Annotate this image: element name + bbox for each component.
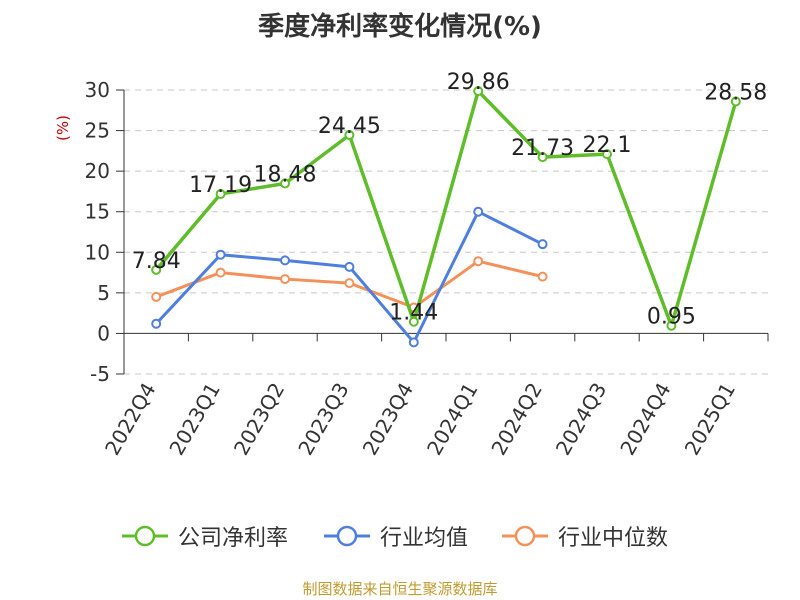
y-tick-label-0: -5: [90, 362, 110, 386]
x-tick-label-2: 2023Q2: [229, 379, 289, 460]
data-point-s2-6[interactable]: [537, 271, 548, 282]
legend-label-median: 行业中位数: [558, 526, 669, 551]
data-point-s2-3[interactable]: [344, 278, 355, 289]
x-tick-label-9: 2025Q1: [680, 379, 740, 460]
data-point-s1-4[interactable]: [408, 337, 419, 348]
data-point-s1-6[interactable]: [537, 239, 548, 250]
data-point-s0-0[interactable]: [151, 264, 162, 275]
x-tick-label-3: 2023Q3: [293, 379, 353, 460]
grid-layer: [124, 89, 768, 375]
data-point-s2-1[interactable]: [215, 267, 226, 278]
y-tick-label-6: 25: [85, 119, 110, 143]
data-label-8: 0.95: [647, 305, 696, 330]
x-tick-label-7: 2024Q3: [551, 379, 611, 460]
x-tick-label-4: 2023Q4: [358, 379, 418, 460]
legend-item-industry-mean[interactable]: 行业均值: [322, 520, 468, 552]
data-label-9: 28.58: [704, 81, 767, 106]
data-label-2: 18.48: [254, 162, 317, 187]
legend-label-company: 公司净利率: [178, 526, 289, 551]
data-label-7: 22.1: [583, 133, 632, 158]
data-label-1: 17.19: [189, 173, 252, 198]
series-line-0: [154, 89, 738, 328]
data-label-5: 29.86: [447, 70, 510, 95]
data-point-s1-1[interactable]: [215, 249, 226, 260]
data-source-note: 制图数据来自恒生聚源数据库: [302, 580, 498, 598]
legend-item-company-net-margin[interactable]: 公司净利率: [120, 520, 288, 552]
data-label-3: 24.45: [318, 114, 381, 139]
y-tick-label-1: 0: [97, 321, 110, 345]
data-point-s0-4[interactable]: [408, 316, 419, 327]
x-tick-label-1: 2023Q1: [164, 379, 224, 460]
data-point-s0-7[interactable]: [602, 149, 612, 160]
data-point-s1-3[interactable]: [344, 261, 355, 272]
legend-label-mean: 行业均值: [380, 526, 469, 551]
data-point-s2-5[interactable]: [473, 256, 484, 267]
data-label-0: 7.84: [132, 249, 181, 274]
x-tick-label-8: 2024Q4: [615, 379, 675, 460]
y-tick-label-3: 10: [85, 240, 110, 264]
chart-title: 季度净利率变化情况(%): [258, 12, 542, 42]
x-tick-label-6: 2024Q2: [486, 379, 546, 460]
data-point-s0-8[interactable]: [666, 320, 677, 331]
y-tick-label-2: 5: [97, 281, 110, 305]
data-label-6: 21.73: [511, 136, 574, 161]
y-tick-label-5: 20: [85, 159, 110, 183]
legend-marker-company: [122, 525, 168, 547]
x-tick-label-5: 2024Q1: [422, 379, 482, 460]
data-point-s1-5[interactable]: [473, 206, 484, 217]
data-point-s0-1[interactable]: [215, 188, 226, 199]
data-point-s1-0[interactable]: [151, 318, 162, 329]
data-label-4: 1.44: [389, 301, 438, 326]
data-point-s0-3[interactable]: [344, 130, 355, 141]
y-axis-label: (%): [54, 115, 72, 141]
data-point-s0-2[interactable]: [280, 178, 290, 189]
series-layer: [151, 86, 741, 348]
legend-item-industry-median[interactable]: 行业中位数: [500, 520, 668, 552]
x-tick-label-0: 2022Q4: [100, 379, 160, 460]
series-line-1: [155, 210, 544, 344]
y-tick-label-4: 15: [85, 200, 110, 224]
data-point-s0-5[interactable]: [473, 86, 484, 97]
legend-marker-median: [502, 525, 548, 547]
data-point-s0-6[interactable]: [537, 152, 548, 163]
data-point-s2-2[interactable]: [280, 274, 290, 285]
legend-marker-mean: [324, 525, 370, 547]
data-point-s1-2[interactable]: [280, 255, 290, 266]
data-point-s2-0[interactable]: [151, 291, 162, 302]
data-point-s0-9[interactable]: [730, 96, 741, 107]
y-tick-label-7: 30: [85, 78, 110, 102]
